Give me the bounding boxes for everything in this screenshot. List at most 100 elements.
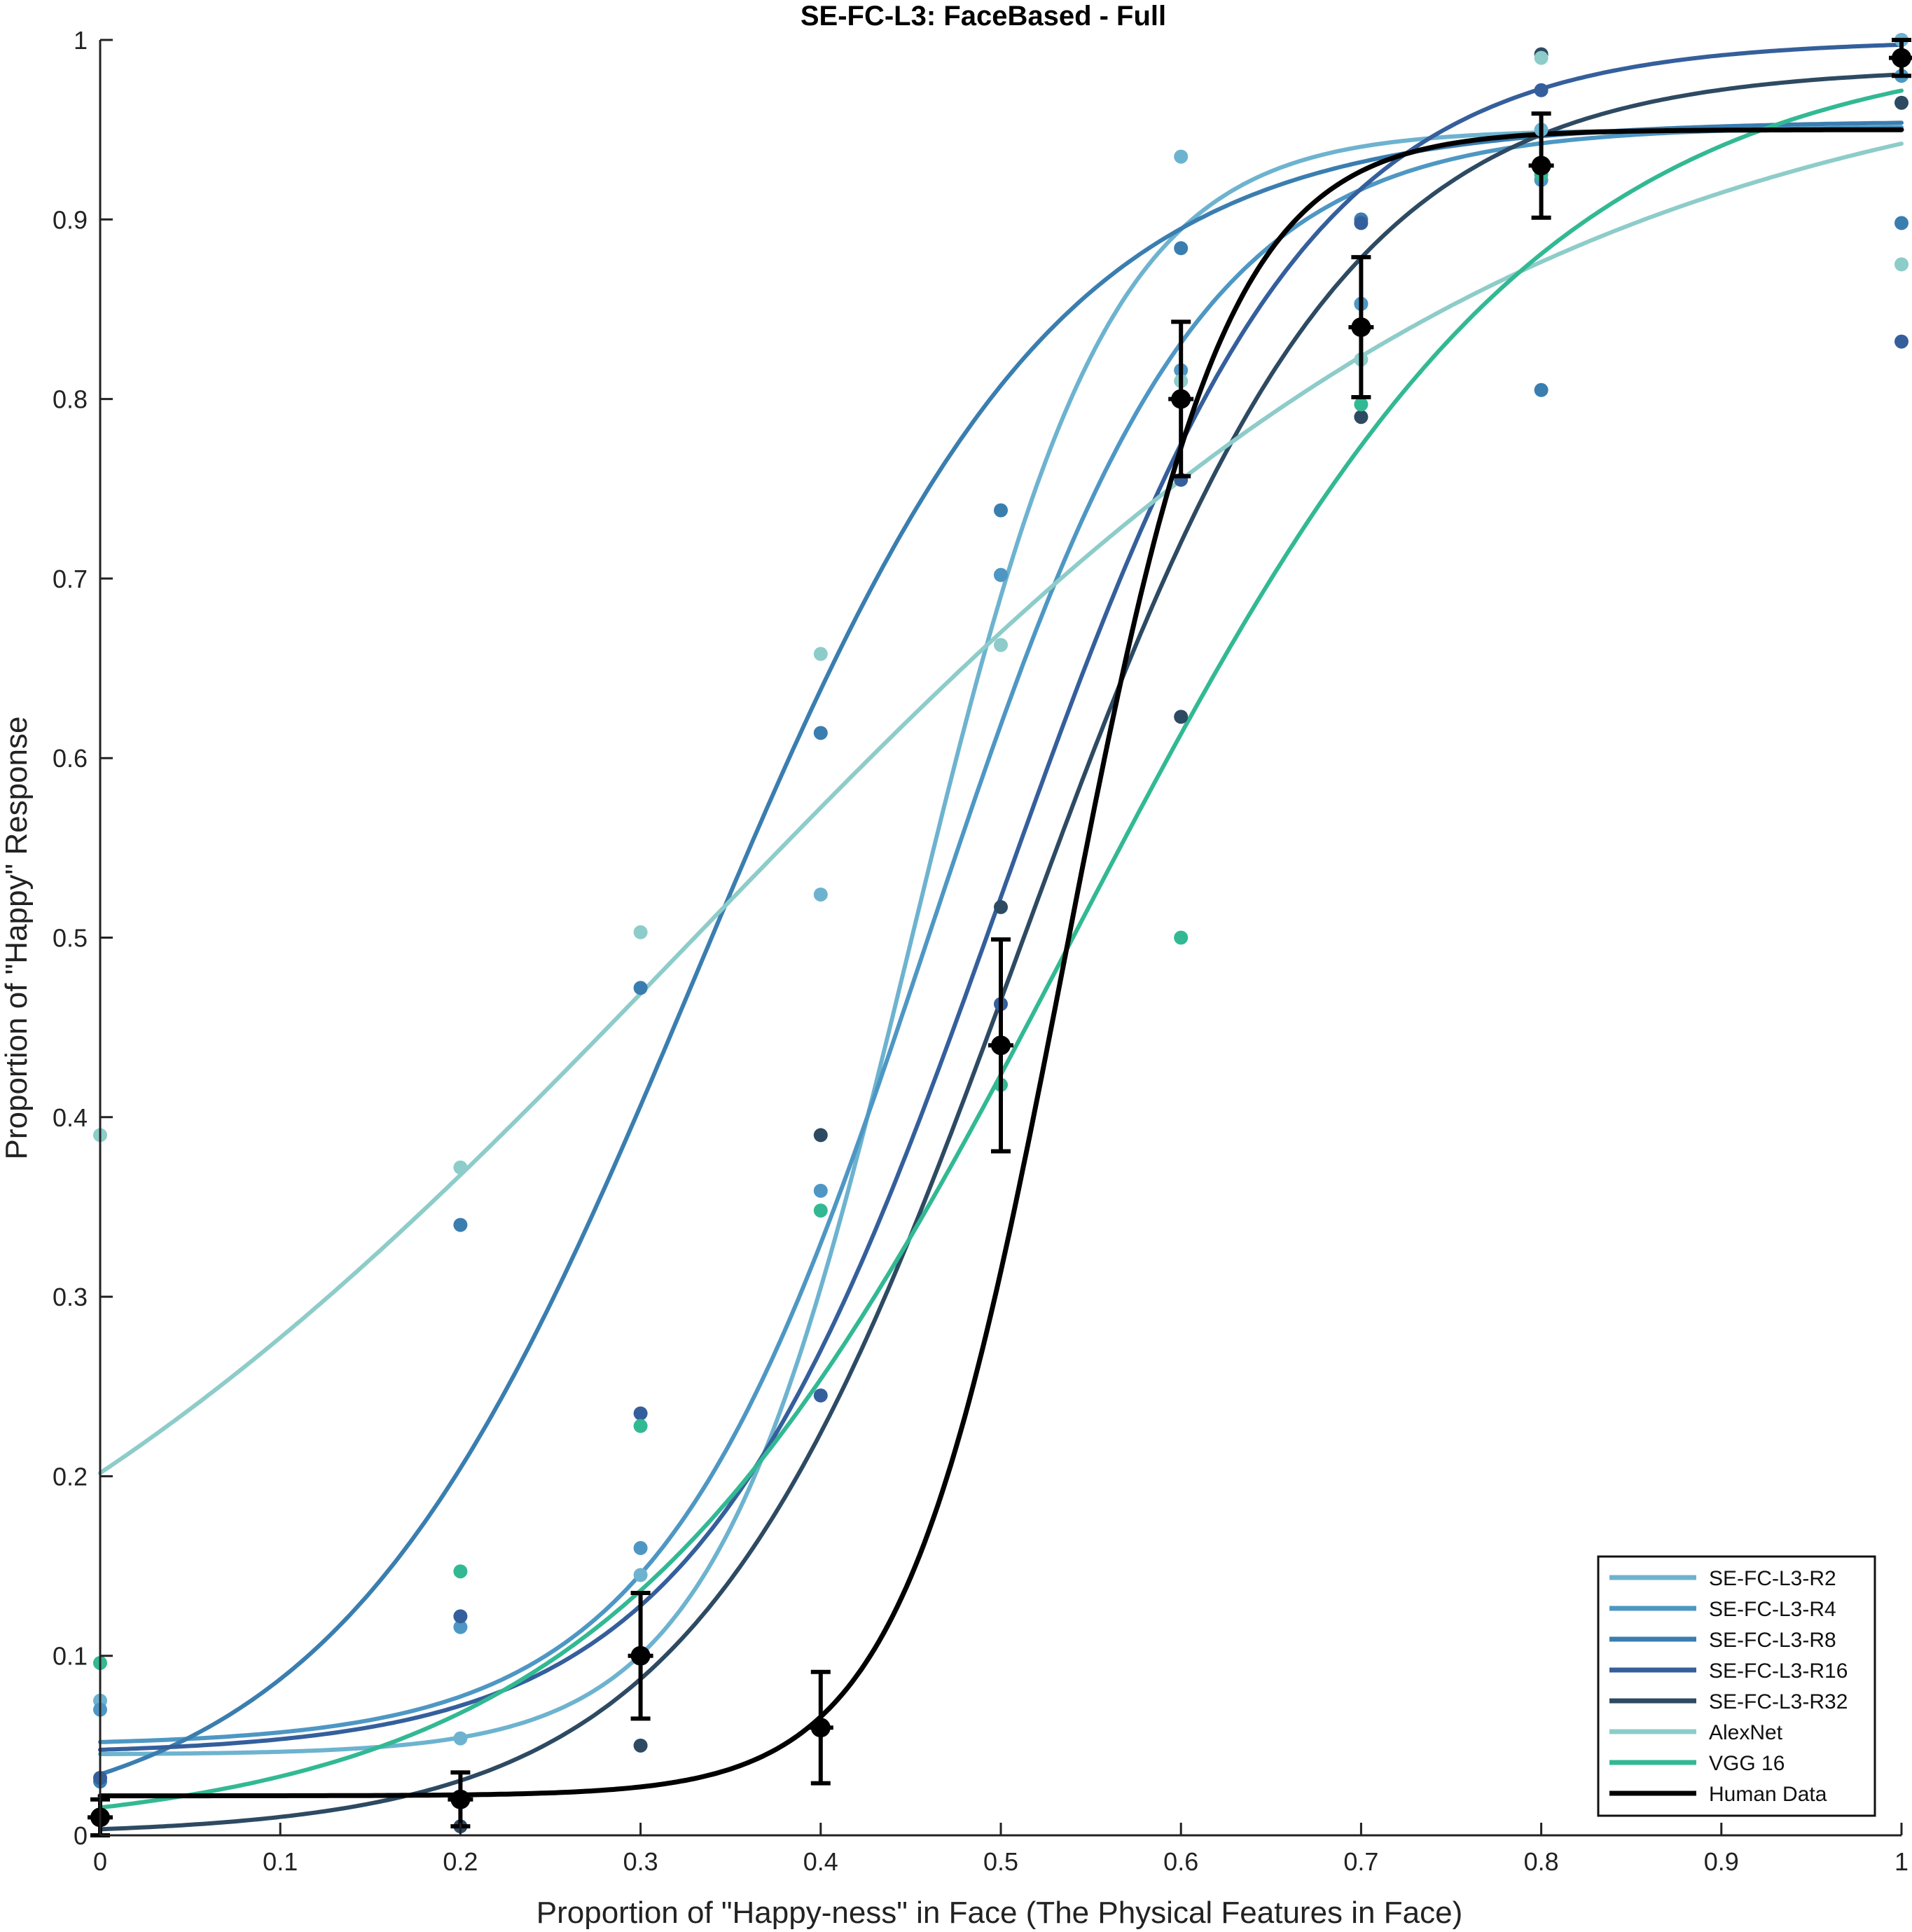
data-point-se-fc-l3-r2 (813, 887, 828, 902)
data-point-se-fc-l3-r4 (994, 567, 1008, 582)
error-bar (988, 937, 1013, 1154)
data-point-alexnet (1894, 257, 1908, 272)
error-bar (1348, 255, 1374, 400)
y-tick-label: 0.2 (53, 1462, 88, 1491)
data-point-alexnet (633, 925, 648, 939)
legend-items: SE-FC-L3-R2 SE-FC-L3-R4 SE-FC-L3-R8 SE-FC-L… (1609, 1567, 1848, 1806)
data-point-se-fc-l3-r8 (994, 503, 1008, 518)
x-tick-label: 0.5 (983, 1847, 1018, 1876)
data-point-vgg-16 (1174, 930, 1189, 945)
error-bar (1168, 319, 1194, 478)
fit-curve-se-fc-l3-r16 (98, 42, 1904, 1752)
legend-item: SE-FC-L3-R2 (1609, 1567, 1836, 1590)
y-tick-label: 0.4 (53, 1103, 88, 1132)
data-point-se-fc-l3-r32 (1894, 95, 1908, 110)
y-tick-label: 0 (74, 1821, 88, 1850)
legend-item: SE-FC-L3-R16 (1609, 1660, 1848, 1683)
legend-label: SE-FC-L3-R16 (1709, 1660, 1848, 1683)
data-point-se-fc-l3-r16 (1534, 83, 1549, 97)
data-point-vgg-16 (1354, 397, 1369, 412)
axes: 0 0.1 0.2 0.3 0.4 0.5 0.6 0.7 0.8 0.9 1 0 0.1 0.2 0.3… (53, 26, 1908, 1876)
data-point-se-fc-l3-r8 (453, 1217, 468, 1232)
data-point-vgg-16 (453, 1564, 468, 1579)
legend-box (1597, 1555, 1876, 1817)
legend-item: VGG 16 (1609, 1752, 1785, 1775)
data-point-se-fc-l3-r32 (813, 1128, 828, 1143)
chart-title: SE-FC-L3: FaceBased - Full (801, 1, 1166, 32)
legend: SE-FC-L3-R2 SE-FC-L3-R4 SE-FC-L3-R8 SE-FC-L… (1597, 1555, 1876, 1817)
data-point-se-fc-l3-r16 (1894, 334, 1908, 349)
plot-area (88, 33, 1912, 1837)
y-axis-label: Proportion of "Happy" Response (0, 717, 34, 1160)
data-point-se-fc-l3-r8 (813, 726, 828, 740)
x-tick-label: 1 (1894, 1847, 1908, 1876)
data-point-alexnet (453, 1160, 468, 1175)
x-tick-label: 0 (93, 1847, 107, 1876)
error-bar (448, 1770, 473, 1829)
legend-item: SE-FC-L3-R32 (1609, 1690, 1848, 1713)
error-bars (88, 38, 1912, 1837)
data-point-se-fc-l3-r32 (1174, 710, 1189, 724)
error-bar (808, 1669, 833, 1786)
data-point-alexnet (994, 637, 1008, 652)
legend-item: AlexNet (1609, 1721, 1783, 1744)
x-tick-label: 0.6 (1163, 1847, 1198, 1876)
data-point-se-fc-l3-r8 (633, 981, 648, 995)
data-point-se-fc-l3-r8 (1174, 241, 1189, 256)
x-tick-label: 0.8 (1524, 1847, 1559, 1876)
y-tick-label: 1 (74, 26, 88, 55)
error-bar (1889, 38, 1912, 78)
legend-item: SE-FC-L3-R8 (1609, 1629, 1836, 1652)
error-bar (1528, 111, 1554, 220)
legend-label: SE-FC-L3-R2 (1709, 1567, 1836, 1590)
legend-item: SE-FC-L3-R4 (1609, 1598, 1836, 1621)
y-tick-label: 0.6 (53, 744, 88, 773)
data-point-se-fc-l3-r8 (1534, 382, 1549, 397)
legend-label: SE-FC-L3-R8 (1709, 1629, 1836, 1652)
legend-label: SE-FC-L3-R4 (1709, 1598, 1836, 1621)
fit-curve-alexnet (98, 142, 1904, 1475)
y-tick-label: 0.3 (53, 1283, 88, 1311)
legend-label: AlexNet (1709, 1721, 1783, 1744)
data-point-se-fc-l3-r32 (1354, 410, 1369, 425)
x-axis-label: Proportion of "Happy-ness" in Face (The … (536, 1896, 1462, 1930)
y-tick-label: 0.1 (53, 1642, 88, 1671)
data-point-se-fc-l3-r32 (994, 899, 1008, 914)
data-point-se-fc-l3-r2 (453, 1731, 468, 1746)
data-point-vgg-16 (633, 1419, 648, 1433)
y-tick-label: 0.7 (53, 565, 88, 593)
data-point-se-fc-l3-r32 (633, 1738, 648, 1753)
legend-label: VGG 16 (1709, 1752, 1785, 1775)
x-tick-label: 0.3 (623, 1847, 658, 1876)
legend-item: Human Data (1609, 1783, 1827, 1806)
data-point-alexnet (1534, 50, 1549, 65)
data-point-se-fc-l3-r2 (1174, 149, 1189, 164)
x-tick-label: 0.7 (1343, 1847, 1378, 1876)
x-tick-label: 0.1 (263, 1847, 298, 1876)
data-point-se-fc-l3-r16 (453, 1609, 468, 1624)
data-point-se-fc-l3-r16 (1354, 216, 1369, 230)
data-point-se-fc-l3-r2 (633, 1568, 648, 1582)
y-tick-label: 0.8 (53, 385, 88, 414)
data-point-se-fc-l3-r4 (453, 1620, 468, 1634)
data-point-se-fc-l3-r4 (633, 1540, 648, 1555)
data-point-se-fc-l3-r16 (633, 1406, 648, 1421)
fit-curve-human-data (97, 127, 1904, 1799)
x-ticks: 0 0.1 0.2 0.3 0.4 0.5 0.6 0.7 0.8 0.9 1 (93, 1823, 1908, 1876)
x-tick-label: 0.2 (443, 1847, 478, 1876)
data-point-se-fc-l3-r4 (813, 1183, 828, 1198)
y-ticks: 0 0.1 0.2 0.3 0.4 0.5 0.6 0.7 0.8 0.9 1 (53, 26, 113, 1850)
data-point-vgg-16 (813, 1203, 828, 1218)
y-tick-label: 0.9 (53, 205, 88, 234)
x-tick-label: 0.9 (1704, 1847, 1739, 1876)
legend-label: Human Data (1709, 1783, 1827, 1806)
data-point-alexnet (813, 647, 828, 661)
fit-curve-se-fc-l3-r4 (98, 125, 1904, 1744)
legend-label: SE-FC-L3-R32 (1709, 1690, 1848, 1713)
y-tick-label: 0.5 (53, 924, 88, 953)
data-point-se-fc-l3-r8 (1894, 216, 1908, 230)
x-tick-label: 0.4 (803, 1847, 838, 1876)
data-point-se-fc-l3-r16 (813, 1388, 828, 1403)
error-bar (628, 1590, 653, 1721)
